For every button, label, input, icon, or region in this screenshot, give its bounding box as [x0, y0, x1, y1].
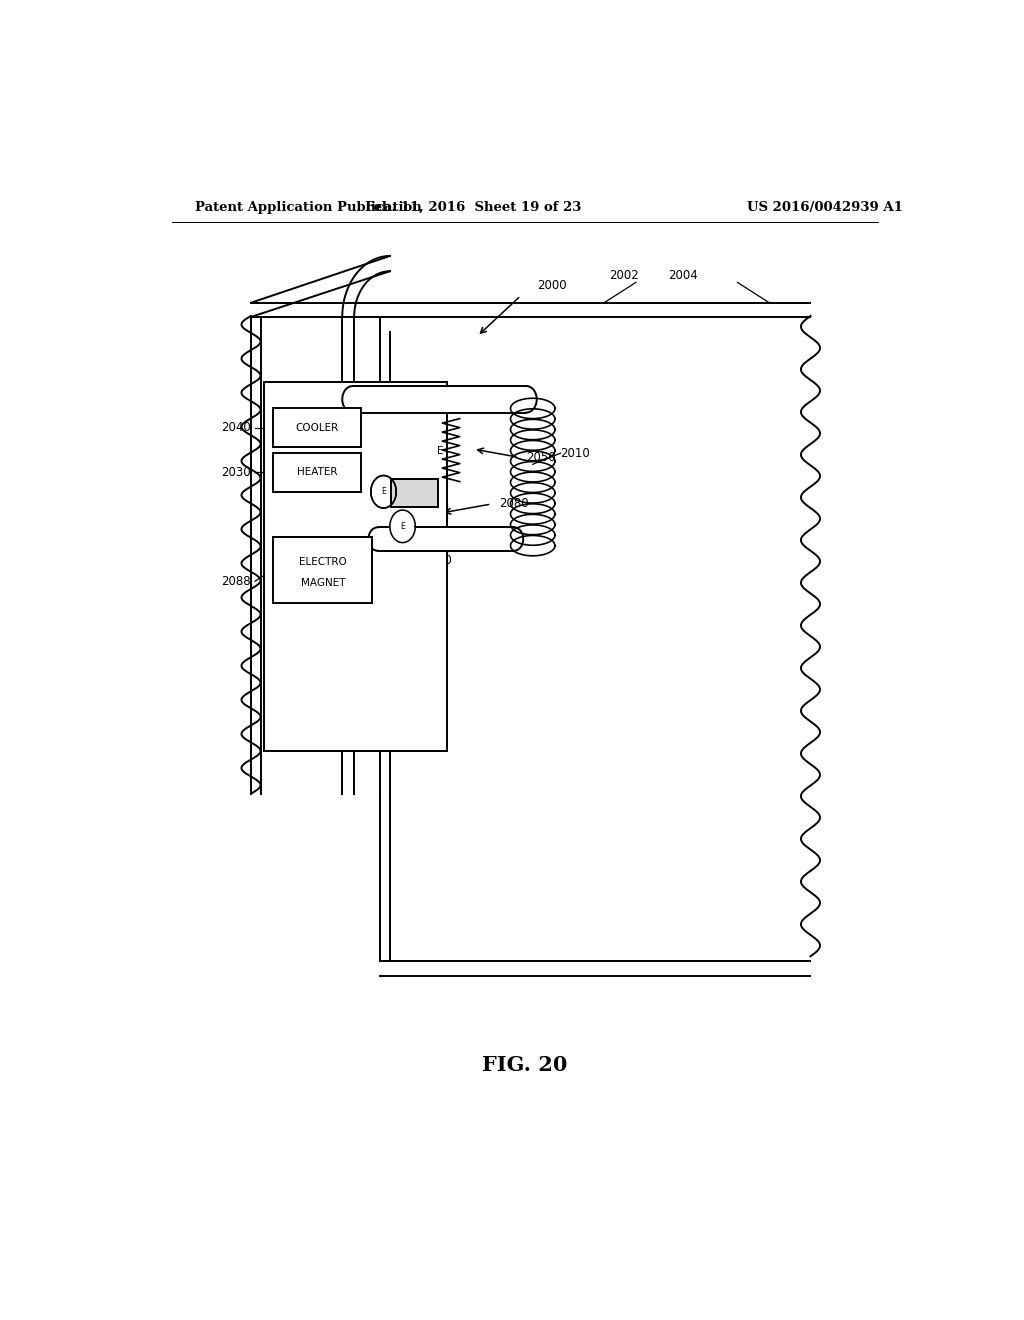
Text: 2020: 2020	[422, 554, 452, 568]
Text: 2010: 2010	[560, 446, 590, 459]
Text: 2081: 2081	[450, 539, 479, 552]
Text: Feb. 11, 2016  Sheet 19 of 23: Feb. 11, 2016 Sheet 19 of 23	[365, 201, 582, 214]
Circle shape	[390, 510, 416, 543]
Text: 2040: 2040	[221, 421, 251, 434]
Text: 2030: 2030	[221, 466, 251, 479]
Text: 2088: 2088	[221, 574, 251, 587]
Text: 2004: 2004	[668, 269, 697, 282]
Text: 2020: 2020	[306, 383, 336, 396]
FancyBboxPatch shape	[273, 408, 360, 447]
Text: HEATER: HEATER	[297, 467, 337, 478]
Text: US 2016/0042939 A1: US 2016/0042939 A1	[748, 201, 903, 214]
Text: ELECTRO: ELECTRO	[299, 557, 347, 566]
Text: MAGNET: MAGNET	[301, 578, 345, 587]
Text: 2002: 2002	[609, 269, 639, 282]
FancyBboxPatch shape	[273, 453, 360, 492]
Text: COOLER: COOLER	[295, 422, 339, 433]
Text: FIG. 20: FIG. 20	[482, 1055, 567, 1074]
Text: E: E	[381, 487, 386, 496]
FancyBboxPatch shape	[264, 381, 447, 751]
FancyBboxPatch shape	[371, 475, 396, 508]
Text: E: E	[437, 446, 444, 457]
FancyBboxPatch shape	[378, 528, 514, 550]
Text: 2000: 2000	[537, 279, 566, 292]
Text: 2080: 2080	[500, 498, 529, 511]
Text: 2050: 2050	[526, 450, 556, 463]
FancyBboxPatch shape	[391, 479, 437, 507]
Text: Patent Application Publication: Patent Application Publication	[196, 201, 422, 214]
FancyBboxPatch shape	[352, 385, 526, 412]
Text: E: E	[400, 521, 404, 531]
FancyBboxPatch shape	[273, 536, 373, 602]
